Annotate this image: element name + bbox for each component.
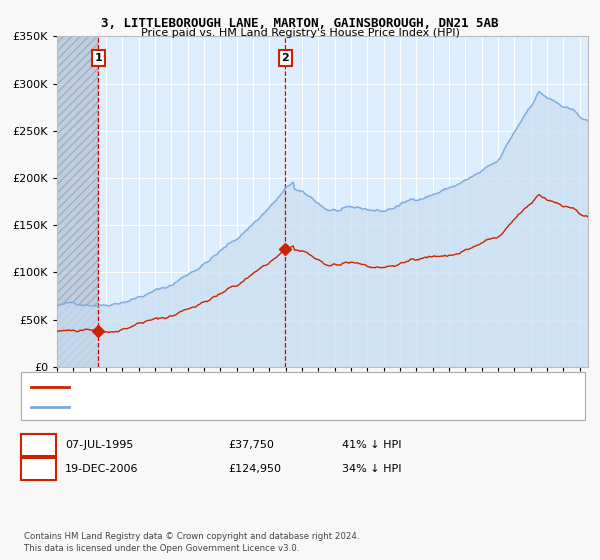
Text: £37,750: £37,750 — [228, 440, 274, 450]
Text: 07-JUL-1995: 07-JUL-1995 — [65, 440, 133, 450]
Text: Contains HM Land Registry data © Crown copyright and database right 2024.
This d: Contains HM Land Registry data © Crown c… — [24, 533, 359, 553]
Text: 1: 1 — [94, 53, 102, 63]
Text: 2: 2 — [281, 53, 289, 63]
Text: £124,950: £124,950 — [228, 464, 281, 474]
Text: 19-DEC-2006: 19-DEC-2006 — [65, 464, 139, 474]
Text: HPI: Average price, detached house, West Lindsey: HPI: Average price, detached house, West… — [73, 402, 323, 412]
Text: 3, LITTLEBOROUGH LANE, MARTON, GAINSBOROUGH, DN21 5AB (detached house): 3, LITTLEBOROUGH LANE, MARTON, GAINSBORO… — [73, 382, 486, 392]
Text: 41% ↓ HPI: 41% ↓ HPI — [342, 440, 401, 450]
Text: 34% ↓ HPI: 34% ↓ HPI — [342, 464, 401, 474]
Text: Price paid vs. HM Land Registry's House Price Index (HPI): Price paid vs. HM Land Registry's House … — [140, 28, 460, 38]
Bar — [57, 36, 98, 367]
Text: 2: 2 — [34, 462, 43, 475]
Text: 3, LITTLEBOROUGH LANE, MARTON, GAINSBOROUGH, DN21 5AB: 3, LITTLEBOROUGH LANE, MARTON, GAINSBORO… — [101, 17, 499, 30]
Text: 1: 1 — [34, 438, 43, 452]
